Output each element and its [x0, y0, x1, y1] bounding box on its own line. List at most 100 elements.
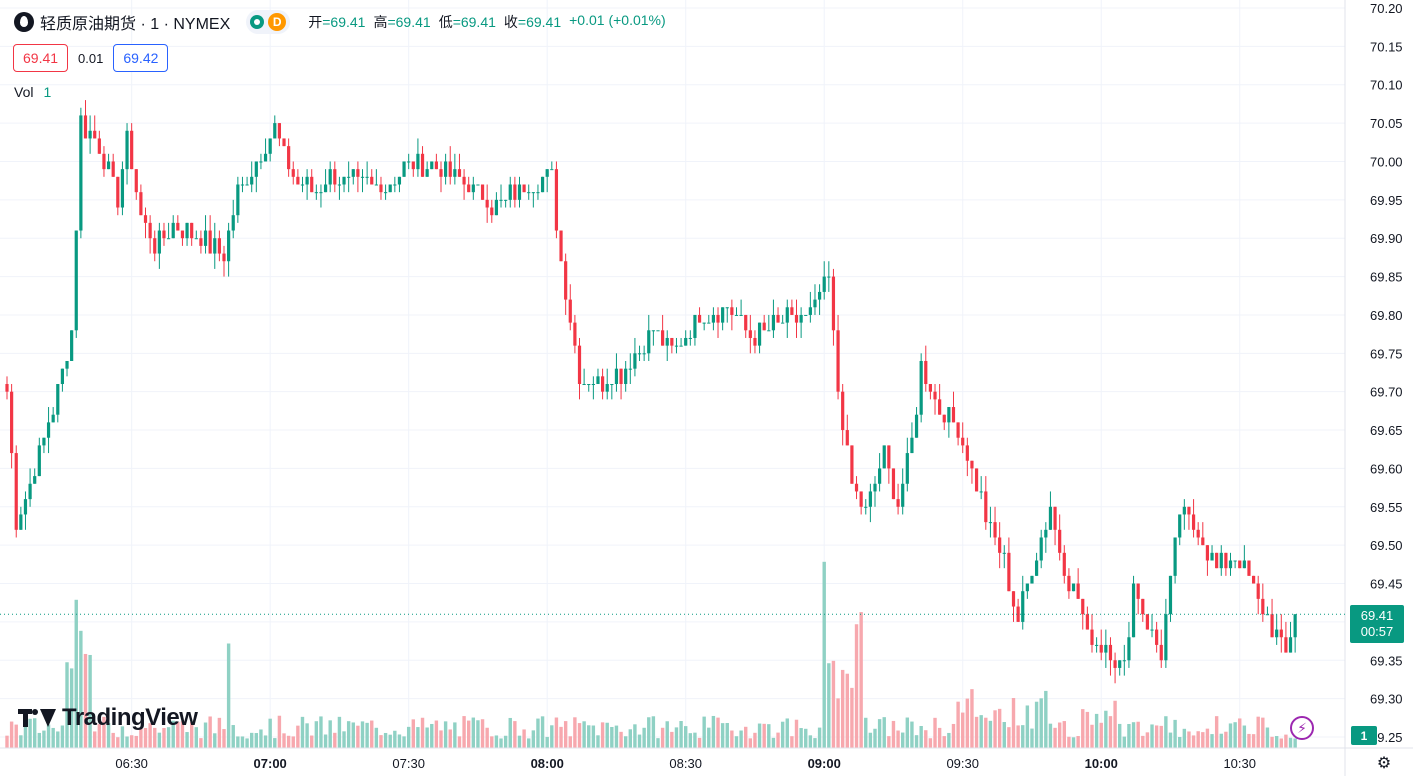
- candle: [1187, 506, 1191, 530]
- volume-bar: [199, 738, 203, 748]
- volume-bar: [1099, 722, 1103, 748]
- candle: [808, 291, 812, 323]
- candle: [471, 176, 475, 200]
- candle-body: [1228, 560, 1233, 569]
- volume-legend[interactable]: Vol 1: [14, 84, 51, 100]
- ohlc-low: 低=69.41: [438, 14, 496, 30]
- volume-bar: [356, 725, 360, 748]
- volume-bar: [850, 687, 854, 748]
- candle-body: [947, 407, 951, 423]
- volume-bar: [1284, 734, 1288, 748]
- volume-bar: [1224, 731, 1228, 748]
- sell-price-button[interactable]: 69.41: [13, 44, 69, 72]
- candle: [531, 192, 535, 208]
- candle-body: [1224, 552, 1228, 569]
- candle-body: [748, 330, 752, 338]
- candle: [1270, 598, 1274, 638]
- candle: [517, 176, 522, 208]
- volume-bar: [28, 718, 32, 748]
- candle: [467, 176, 471, 193]
- candle: [1205, 545, 1210, 576]
- volume-bar: [37, 732, 42, 748]
- candle: [397, 176, 402, 193]
- candle-body: [878, 468, 882, 484]
- candle: [1085, 606, 1089, 630]
- candle-body: [213, 238, 217, 254]
- volume-bar: [859, 612, 863, 748]
- volume-bar: [928, 738, 933, 748]
- candle: [342, 176, 346, 193]
- volume-bar: [827, 663, 831, 748]
- candle-body: [1039, 537, 1043, 561]
- candle-body: [914, 414, 919, 438]
- gear-icon[interactable]: ⚙: [1376, 755, 1392, 772]
- volume-bar: [245, 738, 249, 748]
- candle-body: [577, 345, 582, 385]
- volume-bar: [937, 727, 942, 748]
- volume-bar: [660, 727, 665, 748]
- volume-bar: [176, 721, 180, 748]
- candle-body: [624, 368, 628, 385]
- candle-body: [961, 437, 965, 446]
- candle-body: [393, 184, 397, 186]
- volume-bar: [1122, 736, 1127, 748]
- volume-bar: [254, 733, 259, 748]
- volume-bar: [794, 719, 799, 748]
- candle-body: [467, 184, 471, 193]
- candle: [1122, 644, 1126, 676]
- volume-bar: [610, 726, 614, 748]
- candle-body: [522, 184, 526, 193]
- candle: [153, 230, 157, 262]
- volume-value: 1: [43, 84, 52, 100]
- volume-bar: [1117, 723, 1122, 748]
- candle: [679, 337, 683, 347]
- volume-bar: [1173, 719, 1177, 748]
- market-status-pill[interactable]: D: [246, 10, 291, 34]
- tradingview-logo-text: TradingView: [62, 704, 198, 731]
- candle: [734, 307, 739, 316]
- candle: [457, 153, 462, 177]
- buy-price-button[interactable]: 69.42: [113, 44, 169, 72]
- candle-body: [674, 345, 679, 347]
- symbol-title[interactable]: 轻质原油期货 · 1 · NYMEX: [40, 16, 231, 33]
- candle: [1279, 614, 1283, 653]
- candle-body: [74, 230, 78, 331]
- candle-body: [1279, 629, 1283, 638]
- volume-bar: [420, 717, 425, 748]
- candle-body: [51, 414, 55, 423]
- candle: [624, 360, 628, 392]
- candle: [850, 445, 854, 484]
- candle-body: [988, 522, 993, 524]
- candle: [393, 176, 397, 193]
- candle: [425, 161, 429, 177]
- volume-bar: [333, 732, 337, 748]
- volume-bar: [434, 720, 439, 748]
- candle-body: [1219, 552, 1223, 569]
- candle-body: [794, 314, 799, 323]
- candle-body: [480, 184, 485, 200]
- volume-bar: [725, 723, 729, 748]
- tradingview-logo[interactable]: TradingView: [18, 704, 198, 732]
- volume-histogram: [5, 561, 1297, 748]
- y-tick-label: 70.05: [1370, 116, 1403, 131]
- interval-badge[interactable]: D: [268, 13, 287, 31]
- volume-bar: [1108, 716, 1113, 748]
- candle-body: [679, 345, 683, 347]
- volume-bar: [143, 728, 148, 748]
- candle-body: [23, 499, 28, 515]
- candle: [10, 384, 14, 469]
- candle-body: [1238, 560, 1242, 569]
- volume-bar: [808, 735, 813, 748]
- lightning-icon[interactable]: ⚡: [1290, 716, 1314, 740]
- candle-body: [725, 307, 729, 309]
- candle: [1099, 629, 1103, 661]
- candle-body: [721, 307, 725, 323]
- candle-body: [1270, 614, 1274, 638]
- volume-bar: [540, 716, 545, 748]
- candle-body: [887, 445, 891, 469]
- candle: [240, 176, 245, 193]
- candle-body: [88, 130, 92, 139]
- candle-body: [610, 384, 614, 386]
- candle: [347, 161, 351, 193]
